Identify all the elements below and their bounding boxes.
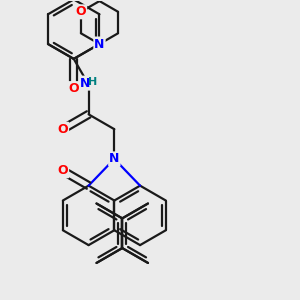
Text: N: N: [80, 76, 90, 90]
Text: O: O: [68, 82, 79, 95]
Text: O: O: [76, 5, 86, 18]
Text: H: H: [88, 76, 98, 87]
Text: N: N: [94, 38, 105, 50]
Text: O: O: [58, 164, 68, 177]
Text: O: O: [58, 123, 68, 136]
Text: N: N: [109, 152, 119, 165]
